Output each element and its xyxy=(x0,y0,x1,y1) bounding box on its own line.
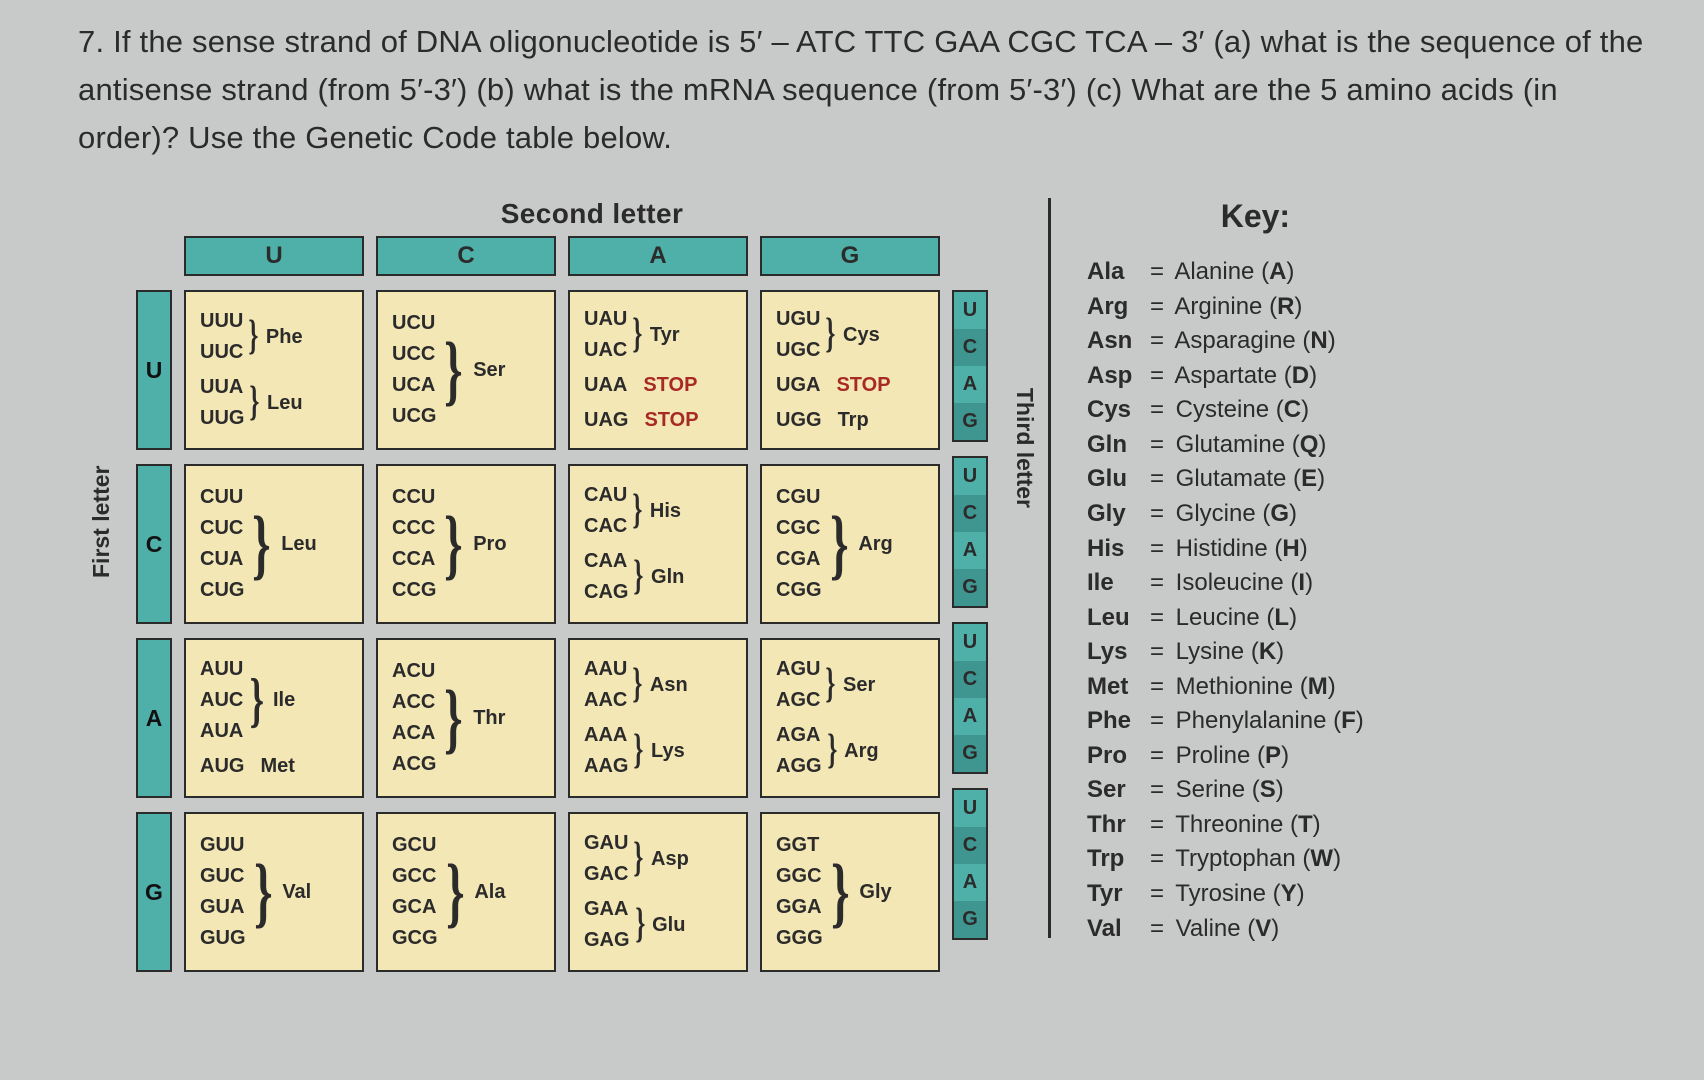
key-title: Key: xyxy=(1147,198,1364,235)
first-letter-A: A xyxy=(136,638,172,798)
key-Asp: Asp= Aspartate (D) xyxy=(1087,359,1364,394)
key-Val: Val= Valine (V) xyxy=(1087,912,1364,947)
second-letter-label: Second letter xyxy=(196,198,988,230)
third-letter-G: G xyxy=(954,403,986,440)
third-letter-U: U xyxy=(954,624,986,661)
key-Ala: Ala= Alanine (A) xyxy=(1087,255,1364,290)
cell-AU: AUUAUCAUA}IleAUGMet xyxy=(184,638,364,798)
third-letter-U: U xyxy=(954,458,986,495)
third-letter-G: G xyxy=(954,569,986,606)
spacer xyxy=(136,236,172,276)
third-letter-A: A xyxy=(954,864,986,901)
third-letter-G: G xyxy=(954,901,986,938)
row-G: GUUGUCGUAGUG}ValGCUGCCGCAGCG}AlaGAUGAC}A… xyxy=(172,812,940,972)
third-letter-C: C xyxy=(954,329,986,366)
key-Thr: Thr= Threonine (T) xyxy=(1087,808,1364,843)
codon-grid: U C A G UUUUUC}PheUUAUUG}LeuUCUUCCUCAUCG… xyxy=(172,236,940,972)
cell-CU: CUUCUCCUACUG}Leu xyxy=(184,464,364,624)
key-Leu: Leu= Leucine (L) xyxy=(1087,601,1364,636)
key-Lys: Lys= Lysine (K) xyxy=(1087,635,1364,670)
third-letter-C: C xyxy=(954,495,986,532)
third-letter-group: UCAG xyxy=(952,290,988,442)
third-letter-group: UCAG xyxy=(952,456,988,608)
row-A: AUUAUCAUA}IleAUGMetACUACCACAACG}ThrAAUAA… xyxy=(172,638,940,798)
key-Phe: Phe= Phenylalanine (F) xyxy=(1087,704,1364,739)
hdr-U: U xyxy=(184,236,364,276)
first-letter-column: U C A G xyxy=(136,236,172,972)
key-Gly: Gly= Glycine (G) xyxy=(1087,497,1364,532)
codon-table: Second letter First letter Third letter … xyxy=(136,198,988,972)
key-Trp: Trp= Tryptophan (W) xyxy=(1087,842,1364,877)
spacer xyxy=(952,236,988,276)
third-letter-C: C xyxy=(954,661,986,698)
third-letter-group: UCAG xyxy=(952,622,988,774)
key-Ser: Ser= Serine (S) xyxy=(1087,773,1364,808)
cell-AC: ACUACCACAACG}Thr xyxy=(376,638,556,798)
key-Glu: Glu= Glutamate (E) xyxy=(1087,462,1364,497)
cell-GU: GUUGUCGUAGUG}Val xyxy=(184,812,364,972)
cell-GA: GAUGAC}AspGAAGAG}Glu xyxy=(568,812,748,972)
hdr-G: G xyxy=(760,236,940,276)
third-letter-column: UCAGUCAGUCAGUCAG xyxy=(952,236,988,972)
cell-CA: CAUCAC}HisCAACAG}Gln xyxy=(568,464,748,624)
cell-UG: UGUUGC}CysUGASTOPUGGTrp xyxy=(760,290,940,450)
header-row: U C A G xyxy=(172,236,940,276)
cell-UA: UAUUAC}TyrUAASTOPUAGSTOP xyxy=(568,290,748,450)
first-letter-C: C xyxy=(136,464,172,624)
key-block: Key: Ala= Alanine (A)Arg= Arginine (R)As… xyxy=(1087,198,1364,972)
third-letter-U: U xyxy=(954,790,986,827)
key-Cys: Cys= Cysteine (C) xyxy=(1087,393,1364,428)
cell-CG: CGUCGCCGACGG}Arg xyxy=(760,464,940,624)
key-His: His= Histidine (H) xyxy=(1087,532,1364,567)
cell-GG: GGTGGCGGAGGG}Gly xyxy=(760,812,940,972)
third-letter-A: A xyxy=(954,698,986,735)
third-letter-group: UCAG xyxy=(952,788,988,940)
key-Pro: Pro= Proline (P) xyxy=(1087,739,1364,774)
key-Ile: Ile= Isoleucine (I) xyxy=(1087,566,1364,601)
first-letter-G: G xyxy=(136,812,172,972)
third-letter-A: A xyxy=(954,366,986,403)
cell-AA: AAUAAC}AsnAAAAAG}Lys xyxy=(568,638,748,798)
cell-UC: UCUUCCUCAUCG}Ser xyxy=(376,290,556,450)
third-letter-C: C xyxy=(954,827,986,864)
key-list: Ala= Alanine (A)Arg= Arginine (R)Asn= As… xyxy=(1087,255,1364,946)
row-C: CUUCUCCUACUG}LeuCCUCCCCCACCG}ProCAUCAC}H… xyxy=(172,464,940,624)
page: 7. If the sense strand of DNA oligonucle… xyxy=(0,0,1704,1002)
divider xyxy=(1048,198,1051,938)
cell-CC: CCUCCCCCACCG}Pro xyxy=(376,464,556,624)
row-U: UUUUUC}PheUUAUUG}LeuUCUUCCUCAUCG}SerUAUU… xyxy=(172,290,940,450)
cell-UU: UUUUUC}PheUUAUUG}Leu xyxy=(184,290,364,450)
third-letter-G: G xyxy=(954,735,986,772)
key-Arg: Arg= Arginine (R) xyxy=(1087,290,1364,325)
hdr-C: C xyxy=(376,236,556,276)
key-Gln: Gln= Glutamine (Q) xyxy=(1087,428,1364,463)
third-letter-label: Third letter xyxy=(1011,388,1038,508)
first-letter-U: U xyxy=(136,290,172,450)
third-letter-U: U xyxy=(954,292,986,329)
cell-AG: AGUAGC}SerAGAAGG}Arg xyxy=(760,638,940,798)
cell-GC: GCUGCCGCAGCG}Ala xyxy=(376,812,556,972)
third-letter-A: A xyxy=(954,532,986,569)
hdr-A: A xyxy=(568,236,748,276)
key-Asn: Asn= Asparagine (N) xyxy=(1087,324,1364,359)
content-row: Second letter First letter Third letter … xyxy=(78,198,1666,972)
question-text: 7. If the sense strand of DNA oligonucle… xyxy=(78,18,1666,162)
table-frame: U C A G U C A G UUUUUC}PheUUAUUG}LeuUCUU… xyxy=(136,236,988,972)
first-letter-label: First letter xyxy=(88,466,115,578)
key-Tyr: Tyr= Tyrosine (Y) xyxy=(1087,877,1364,912)
key-Met: Met= Methionine (M) xyxy=(1087,670,1364,705)
